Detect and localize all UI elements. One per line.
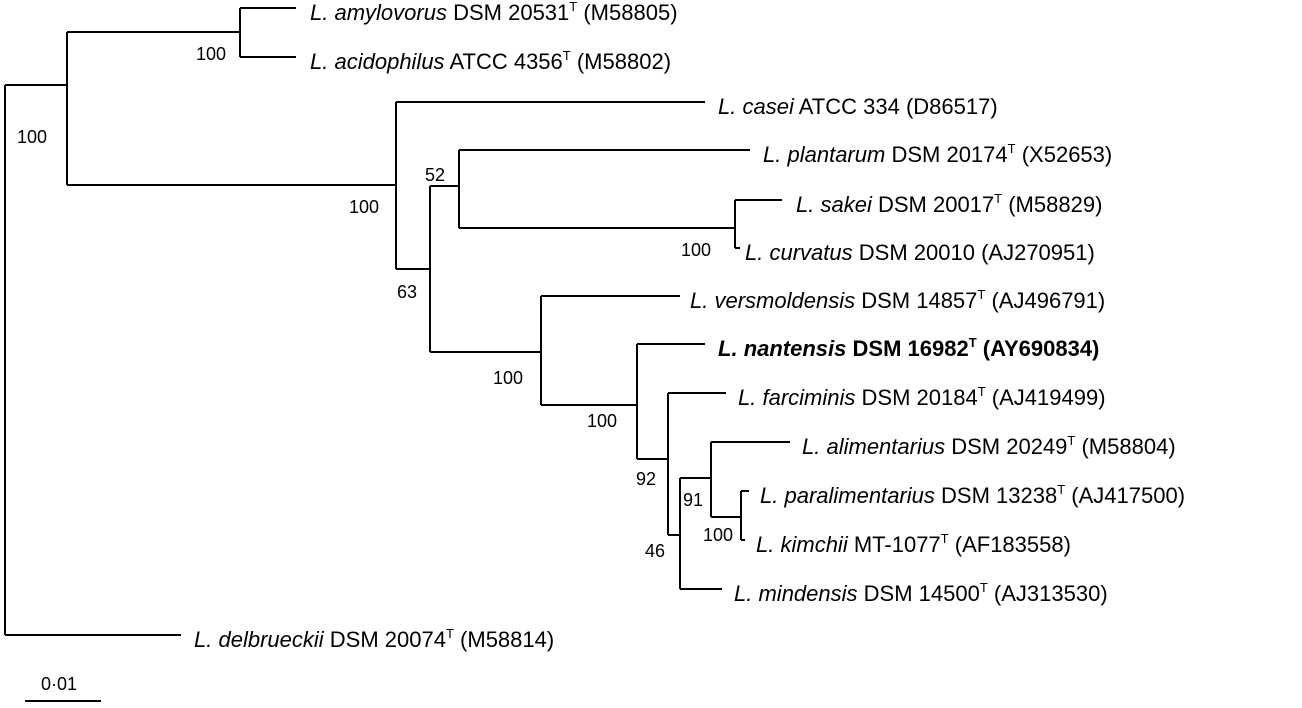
taxon-label: L. sakei DSM 20017T (M58829) bbox=[796, 191, 1102, 217]
bootstrap-value: 46 bbox=[645, 541, 665, 561]
bootstrap-value: 100 bbox=[196, 44, 226, 64]
bootstrap-value: 91 bbox=[683, 490, 703, 510]
taxon-label: L. farciminis DSM 20184T (AJ419499) bbox=[738, 384, 1106, 410]
bootstrap-value: 100 bbox=[17, 127, 47, 147]
taxon-label: L. delbrueckii DSM 20074T (M58814) bbox=[194, 626, 554, 652]
taxon-label: L. kimchii MT-1077T (AF183558) bbox=[756, 531, 1071, 557]
tree-branches bbox=[4, 7, 790, 636]
taxon-label: L. mindensis DSM 14500T (AJ313530) bbox=[734, 580, 1108, 606]
bootstrap-value: 100 bbox=[681, 240, 711, 260]
taxon-label: L. acidophilus ATCC 4356T (M58802) bbox=[310, 48, 671, 74]
bootstrap-value: 52 bbox=[425, 165, 445, 185]
taxon-label: L. amylovorus DSM 20531T (M58805) bbox=[310, 0, 678, 25]
taxon-label: L. versmoldensis DSM 14857T (AJ496791) bbox=[690, 287, 1105, 313]
bootstrap-value: 63 bbox=[397, 282, 417, 302]
bootstrap-value: 92 bbox=[636, 469, 656, 489]
taxon-label-highlighted: L. nantensis DSM 16982T (AY690834) bbox=[718, 335, 1099, 361]
bootstrap-values: 100 100 100 52 63 100 100 100 92 91 100 … bbox=[17, 44, 733, 561]
taxon-label: L. paralimentarius DSM 13238T (AJ417500) bbox=[760, 482, 1185, 508]
taxon-label: L. alimentarius DSM 20249T (M58804) bbox=[802, 433, 1176, 459]
taxon-label: L. curvatus DSM 20010 (AJ270951) bbox=[745, 240, 1095, 265]
scale-bar-label: 0·01 bbox=[41, 674, 77, 694]
bootstrap-value: 100 bbox=[493, 368, 523, 388]
taxon-label: L. plantarum DSM 20174T (X52653) bbox=[763, 141, 1112, 167]
taxon-labels: L. amylovorus DSM 20531T (M58805) L. aci… bbox=[194, 0, 1185, 652]
bootstrap-value: 100 bbox=[703, 525, 733, 545]
bootstrap-value: 100 bbox=[349, 197, 379, 217]
taxon-label: L. casei ATCC 334 (D86517) bbox=[718, 94, 998, 119]
scale-bar: 0·01 bbox=[25, 674, 101, 702]
bootstrap-value: 100 bbox=[587, 411, 617, 431]
